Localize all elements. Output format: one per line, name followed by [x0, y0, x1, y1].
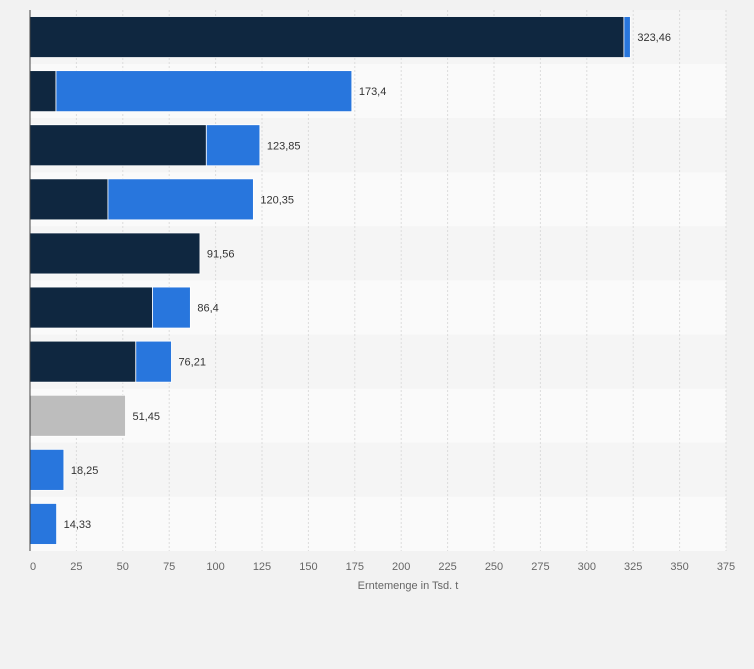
- x-tick-label: 275: [531, 561, 549, 573]
- bar-value-label: 323,46: [637, 32, 671, 44]
- bar-segment[interactable]: [623, 16, 631, 58]
- bar-segment[interactable]: [29, 394, 126, 437]
- bar-segment[interactable]: [29, 503, 57, 545]
- x-tick-label: 350: [670, 561, 688, 573]
- bar-value-label: 86,4: [197, 303, 218, 315]
- bar-segment[interactable]: [152, 286, 191, 329]
- x-tick-label: 100: [206, 561, 224, 573]
- bar-value-label: 14,33: [64, 519, 92, 531]
- bar-segment[interactable]: [29, 70, 57, 113]
- x-tick-label: 250: [485, 561, 503, 573]
- bar-segment[interactable]: [29, 178, 109, 221]
- x-tick-label: 325: [624, 561, 642, 573]
- x-tick-label: 75: [163, 561, 175, 573]
- x-tick-label: 150: [299, 561, 317, 573]
- x-tick-label: 175: [346, 561, 364, 573]
- x-tick-label: 0: [30, 561, 36, 573]
- x-tick-label: 300: [578, 561, 596, 573]
- bar-segment[interactable]: [29, 232, 201, 275]
- bar-value-label: 76,21: [178, 357, 206, 369]
- x-tick-label: 200: [392, 561, 410, 573]
- x-tick-label: 375: [717, 561, 735, 573]
- x-axis-title: Erntemenge in Tsd. t: [358, 580, 459, 592]
- row-band: [30, 388, 726, 443]
- bar-segment[interactable]: [135, 340, 172, 383]
- row-band: [30, 442, 726, 497]
- x-tick-label: 50: [117, 561, 129, 573]
- x-tick-label: 25: [70, 561, 82, 573]
- bar-segment[interactable]: [29, 340, 137, 383]
- bar-segment[interactable]: [29, 16, 625, 58]
- bar-segment[interactable]: [55, 70, 353, 113]
- bar-segment[interactable]: [29, 448, 65, 491]
- bar-value-label: 91,56: [207, 248, 235, 260]
- bar-value-label: 120,35: [260, 194, 294, 206]
- bar-value-label: 173,4: [359, 86, 387, 98]
- bar-segment[interactable]: [107, 178, 254, 221]
- row-band: [30, 496, 726, 551]
- bar-value-label: 18,25: [71, 465, 99, 477]
- bar-value-label: 123,85: [267, 140, 301, 152]
- x-tick-label: 125: [253, 561, 271, 573]
- bar-segment[interactable]: [205, 124, 261, 167]
- bar-segment[interactable]: [29, 124, 207, 167]
- bar-value-label: 51,45: [132, 411, 160, 423]
- x-tick-label: 225: [438, 561, 456, 573]
- bar-segment[interactable]: [29, 286, 153, 329]
